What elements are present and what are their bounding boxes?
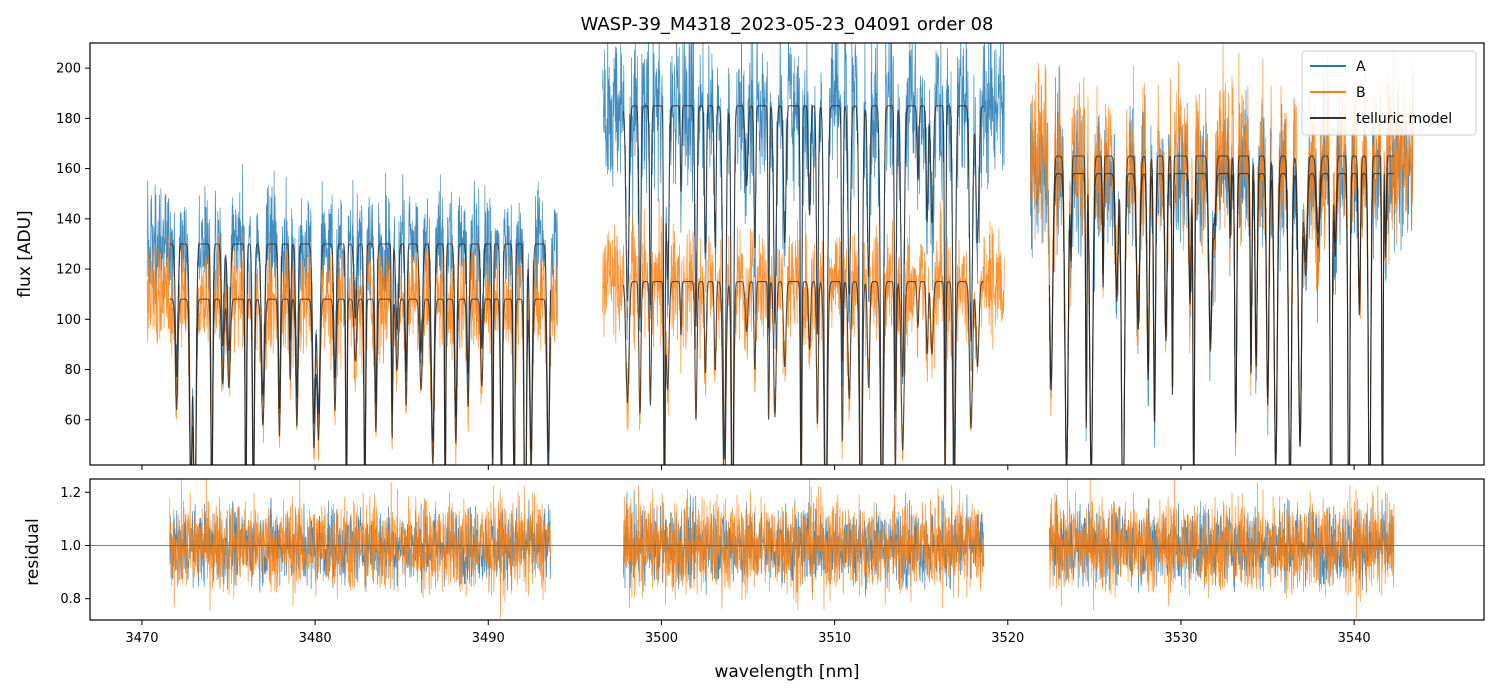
legend-label-a: A — [1356, 59, 1366, 75]
flux-y-ticks: 60 80 100 120 140 160 180 200 — [56, 62, 90, 428]
legend-label-b: B — [1356, 85, 1366, 101]
legend-box — [1301, 50, 1477, 136]
telluric-model-a-segment-1 — [622, 105, 984, 465]
residual-x-tick-label: 3500 — [645, 631, 678, 646]
series-b-segment-0 — [146, 225, 558, 465]
flux-y-tick-label: 100 — [56, 313, 81, 328]
telluric-model-a-segment-0 — [169, 243, 552, 465]
residual-b-segment-0 — [169, 479, 551, 619]
residual-axes-frame — [89, 478, 1485, 621]
residual-x-tick-label: 3510 — [818, 631, 851, 646]
x-axis-label: wavelength [nm] — [714, 662, 859, 682]
residual-x-tick-label: 3540 — [1338, 631, 1371, 646]
flux-x-ticks — [141, 465, 1355, 470]
telluric-model-b-segment-2 — [1048, 155, 1394, 465]
residual-x-ticks: 3470 3480 3490 3500 3510 3520 3530 3540 — [125, 620, 1371, 646]
flux-axes-frame — [89, 42, 1485, 466]
residual-panel: 0.8 1.0 1.2 3470 3480 3490 3500 3510 3520 3530 35… — [23, 478, 1485, 682]
telluric-model-a-segment-2 — [1048, 173, 1394, 465]
residual-b-segment-2 — [1048, 479, 1395, 619]
flux-panel: 60 80 100 120 140 160 180 200 flux [ADU] A B te… — [15, 42, 1485, 470]
telluric-model-b-segment-1 — [622, 281, 984, 465]
telluric-model-b-segment-0 — [169, 298, 552, 465]
residual-y-ticks: 0.8 1.0 1.2 — [60, 486, 90, 607]
residual-y-tick-label: 1.2 — [60, 486, 81, 501]
residual-y-tick-label: 1.0 — [60, 539, 81, 554]
residual-b-segment-1 — [623, 479, 984, 611]
chart-title: WASP-39_M4318_2023-05-23_04091 order 08 — [581, 14, 994, 35]
residual-series-group — [90, 479, 1484, 619]
flux-y-tick-label: 180 — [56, 112, 81, 127]
legend: A B telluric model — [1301, 50, 1477, 136]
residual-y-axis-label: residual — [23, 518, 43, 585]
series-a-segment-0 — [146, 163, 558, 465]
flux-y-tick-label: 160 — [56, 162, 81, 177]
flux-y-tick-label: 140 — [56, 212, 81, 227]
residual-x-tick-label: 3530 — [1164, 631, 1197, 646]
flux-series-group — [146, 43, 1414, 465]
residual-x-tick-label: 3490 — [472, 631, 505, 646]
flux-y-tick-label: 60 — [64, 413, 81, 428]
flux-y-tick-label: 120 — [56, 263, 81, 278]
residual-x-tick-label: 3480 — [299, 631, 332, 646]
residual-x-tick-label: 3520 — [991, 631, 1024, 646]
flux-y-tick-label: 80 — [64, 363, 81, 378]
residual-x-tick-label: 3470 — [125, 631, 158, 646]
legend-label-model: telluric model — [1356, 111, 1452, 127]
residual-y-tick-label: 0.8 — [60, 592, 81, 607]
flux-y-axis-label: flux [ADU] — [15, 210, 35, 297]
flux-y-tick-label: 200 — [56, 62, 81, 77]
